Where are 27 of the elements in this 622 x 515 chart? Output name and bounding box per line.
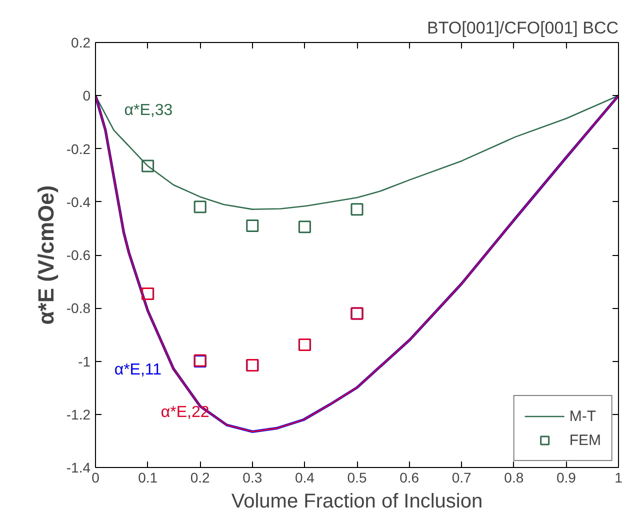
y-tick-label: 0.2 — [71, 34, 91, 50]
y-tick-label: -0.4 — [66, 194, 91, 210]
y-axis-title: α*E (V/cmOe) — [33, 185, 58, 325]
legend-label: FEM — [569, 432, 601, 448]
y-tick-label: -0.8 — [66, 300, 91, 316]
x-tick-label: 0.5 — [347, 470, 367, 486]
x-tick-label: 0.4 — [294, 470, 315, 486]
x-tick-label: 0.9 — [556, 470, 576, 486]
y-tick-label: 0 — [82, 88, 91, 104]
annotation: α*E,33 — [124, 102, 173, 119]
x-tick-label: 0.7 — [452, 470, 472, 486]
x-axis-title: Volume Fraction of Inclusion — [231, 490, 483, 512]
y-tick-label: -0.6 — [66, 247, 91, 263]
x-tick-label: 1 — [614, 470, 622, 486]
y-tick-label: -1 — [78, 353, 91, 370]
x-tick-label: 0.6 — [400, 470, 420, 486]
x-tick-label: 0.2 — [190, 470, 210, 486]
y-tick-label: -1.2 — [66, 406, 91, 422]
annotation: α*E,22 — [160, 404, 210, 421]
x-tick-label: 0.8 — [504, 470, 524, 486]
x-tick-label: 0.3 — [242, 470, 262, 486]
y-tick-label: -0.2 — [66, 140, 91, 157]
x-tick-label: 0.1 — [138, 470, 158, 486]
legend-label: M-T — [569, 408, 596, 424]
chart-title: BTO[001]/CFO[001] BCC — [427, 18, 618, 38]
annotation: α*E,11 — [114, 361, 162, 378]
y-tick-label: -1.4 — [66, 460, 91, 476]
